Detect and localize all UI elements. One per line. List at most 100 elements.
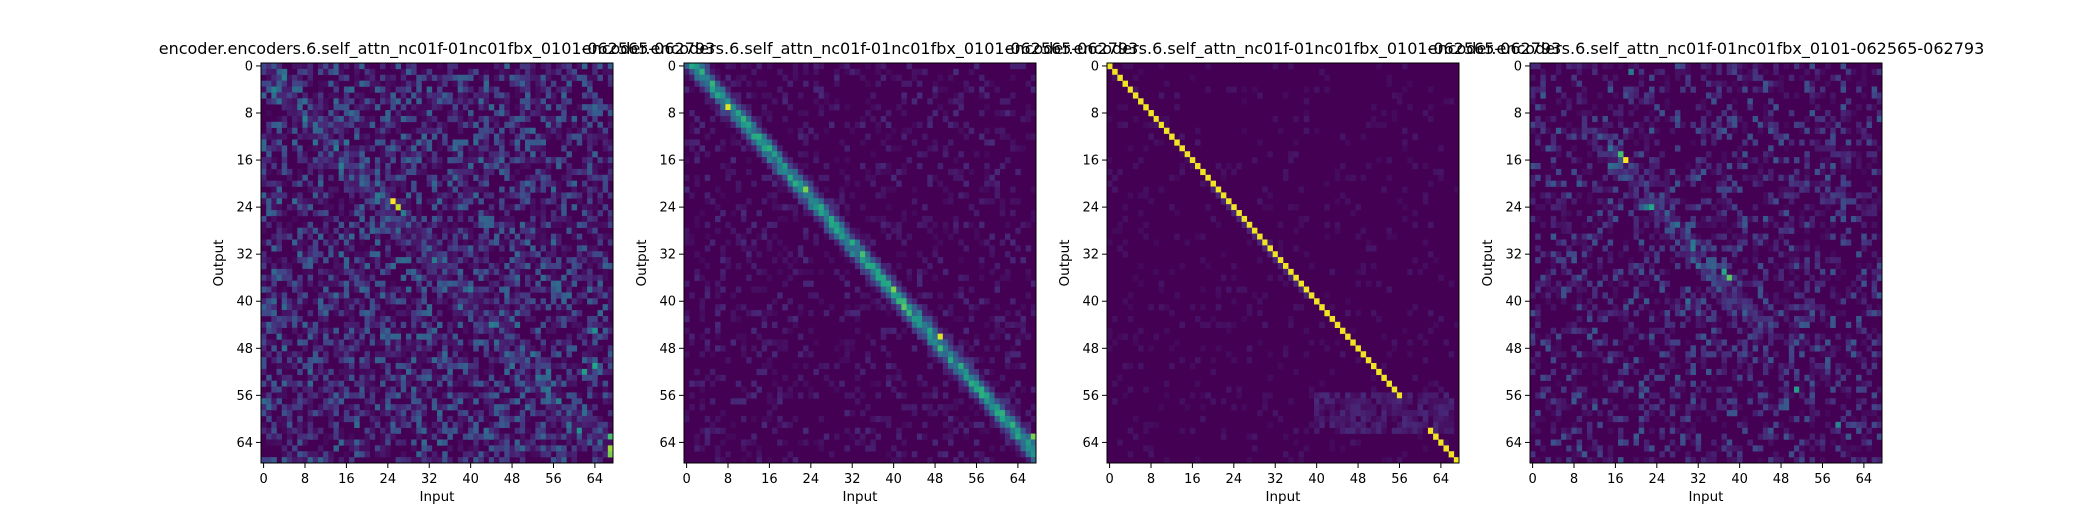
heatmap-cell (395, 421, 402, 428)
heatmap-cell (545, 368, 552, 376)
heatmap-cell (735, 127, 742, 134)
heatmap-cell (844, 357, 850, 364)
heatmap-cell (359, 115, 365, 123)
heatmap-cell (545, 357, 552, 364)
heatmap-cell (426, 427, 433, 434)
heatmap-cell (587, 374, 593, 381)
heatmap-cell (509, 215, 515, 223)
heatmap-cell (286, 374, 293, 381)
heatmap-cell (530, 315, 536, 323)
heatmap-cell (431, 433, 438, 440)
heatmap-cell (968, 286, 975, 293)
heatmap-cell (1010, 110, 1016, 117)
heatmap-cell (323, 268, 329, 276)
heatmap-cell (870, 104, 876, 111)
heatmap-cell (818, 104, 825, 111)
heatmap-cell (602, 204, 609, 211)
heatmap-cell (813, 368, 819, 376)
heatmap-cell (307, 68, 314, 76)
heatmap-cell (540, 339, 547, 346)
heatmap-cell (870, 415, 876, 423)
heatmap-cell (421, 451, 427, 458)
heatmap-cell (979, 451, 985, 458)
heatmap-cell (540, 386, 547, 393)
heatmap-cell (1298, 215, 1305, 223)
heatmap-cell (803, 351, 809, 358)
heatmap-cell (478, 215, 484, 223)
heatmap-cell (1324, 292, 1330, 299)
heatmap-cell (880, 63, 887, 70)
heatmap-cell (525, 274, 531, 281)
heatmap-cell (452, 204, 459, 211)
heatmap-cell (994, 263, 1001, 270)
heatmap-cell (1020, 327, 1026, 334)
heatmap-cell (1324, 233, 1330, 240)
heatmap-cell (354, 451, 360, 458)
heatmap-cell (519, 445, 526, 452)
heatmap-cell (416, 374, 422, 381)
heatmap-cell (525, 180, 531, 187)
heatmap-cell (704, 92, 711, 99)
heatmap-cell (803, 233, 809, 240)
heatmap-cell (756, 127, 762, 134)
heatmap-cell (488, 433, 495, 440)
heatmap-cell (411, 163, 417, 170)
heatmap-cell (1329, 315, 1336, 323)
heatmap-cell (592, 110, 598, 117)
heatmap-cell (452, 292, 459, 299)
heatmap-cell (416, 98, 422, 105)
heatmap-cell (411, 345, 417, 352)
heatmap-cell (813, 439, 819, 446)
heatmap-cell (761, 421, 768, 428)
heatmap-cell (504, 221, 510, 228)
heatmap-cell (545, 304, 552, 311)
y-tick-label: 32 (236, 248, 253, 263)
heatmap-cell (1195, 233, 1201, 240)
heatmap-cell (499, 221, 505, 228)
x-tick-label: 48 (504, 472, 521, 487)
heatmap-cell (457, 421, 464, 428)
heatmap-cell (761, 345, 768, 352)
heatmap-cell (1231, 263, 1237, 270)
heatmap-cell (1030, 451, 1037, 458)
heatmap-cell (803, 174, 809, 181)
heatmap-cell (499, 163, 505, 170)
heatmap-cell (797, 168, 804, 176)
heatmap-cell (885, 233, 892, 240)
heatmap-cell (437, 63, 443, 70)
heatmap-cell (1422, 263, 1429, 270)
heatmap-cell (571, 68, 578, 76)
heatmap-cell (1257, 92, 1263, 99)
heatmap-cell (271, 204, 277, 211)
heatmap-cell (818, 192, 825, 199)
heatmap-cell (530, 110, 536, 117)
heatmap-cell (266, 74, 272, 81)
heatmap-cell (359, 451, 365, 458)
heatmap-cell (509, 74, 515, 81)
heatmap-cell (916, 315, 923, 323)
heatmap-cell (740, 333, 747, 340)
heatmap-cell (746, 357, 752, 364)
heatmap-cell (973, 410, 980, 417)
heatmap-cell (704, 339, 711, 346)
heatmap-cell (592, 457, 598, 464)
heatmap-cell (566, 304, 572, 311)
heatmap-cell (571, 315, 578, 323)
heatmap-cell (699, 63, 706, 70)
heatmap-cell (746, 227, 752, 234)
heatmap-cell (286, 74, 293, 81)
heatmap-cell (1288, 151, 1294, 158)
heatmap-cell (390, 139, 396, 146)
heatmap-cell (400, 68, 407, 76)
heatmap-cell (519, 86, 526, 93)
heatmap-cell (302, 63, 308, 70)
heatmap-cell (566, 133, 572, 140)
heatmap-cell (468, 192, 474, 199)
heatmap-cell (292, 215, 298, 223)
heatmap-cell (421, 121, 427, 128)
heatmap-cell (571, 421, 578, 428)
heatmap-cell (849, 392, 856, 399)
heatmap-cell (1427, 104, 1434, 111)
heatmap-cell (740, 63, 747, 70)
heatmap-cell (468, 68, 474, 76)
